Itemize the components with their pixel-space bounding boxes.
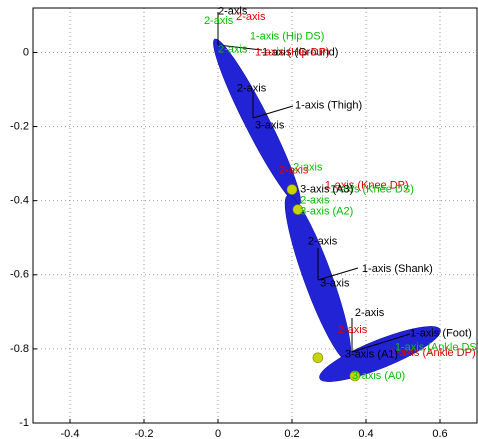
- y-tick-label: -0.4: [10, 195, 29, 207]
- annotation: 1-axis (Thigh): [295, 99, 362, 111]
- x-tick-label: 0.2: [284, 428, 299, 439]
- x-tick-label: 0.6: [432, 428, 447, 439]
- y-tick-label: 0: [23, 46, 29, 58]
- y-tick-label: -0.2: [10, 120, 29, 132]
- plot-frame: [33, 8, 477, 423]
- x-tick-label: 0: [215, 428, 221, 439]
- annotation: 3-axis (A1): [345, 349, 398, 361]
- annotation: 2-axis: [218, 43, 248, 55]
- annotation: 1-axis (Foot): [410, 328, 472, 340]
- annotation: 3-axis: [255, 119, 285, 131]
- marker: [313, 353, 323, 363]
- annotation: 1-axis (Hip DP): [255, 46, 330, 58]
- x-tick-label: -0.2: [135, 428, 154, 439]
- annotation: 1-axis (Ankle DS): [395, 342, 478, 354]
- marker: [287, 185, 297, 195]
- x-tick-label: -0.4: [61, 428, 80, 439]
- annotation: 2-axis: [355, 307, 385, 319]
- annotation: 2-axis: [308, 236, 338, 248]
- annotation: 3-axis (A0): [352, 370, 405, 382]
- annotation: 3-axis: [320, 278, 350, 290]
- y-tick-label: -0.8: [10, 343, 29, 355]
- y-tick-label: -1: [19, 417, 29, 429]
- x-tick-label: 0.4: [358, 428, 373, 439]
- annotation: 2-axis: [204, 15, 234, 27]
- annotation: 2-axis: [237, 82, 267, 94]
- chart: -0.4 -0.2 0 0.2 0.4 0.6 -1 -0.8 -0.6 -0.4 -0.2 0 2-a…: [0, 0, 478, 439]
- annotation: 2-axis: [236, 11, 266, 23]
- annotation: 1-axis (Hip DS): [250, 30, 325, 42]
- annotation: 3-axis (A2): [300, 206, 353, 218]
- annotation: 1-axis (Shank): [362, 263, 433, 275]
- y-tick-label: -0.6: [10, 269, 29, 281]
- annotation: 2-axis: [338, 324, 368, 336]
- grid: [33, 8, 477, 423]
- annotation: 2-axis: [293, 162, 323, 174]
